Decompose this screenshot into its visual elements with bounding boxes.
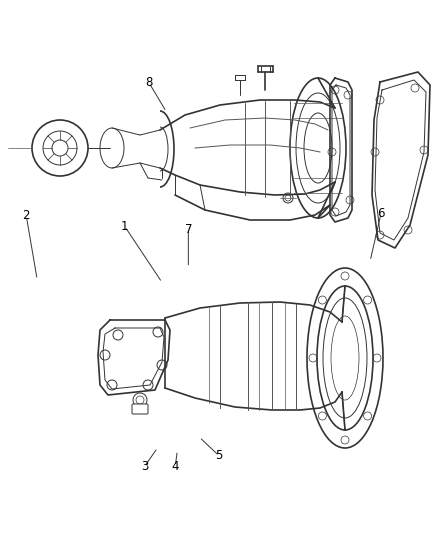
- Text: 7: 7: [184, 223, 192, 236]
- Text: 1: 1: [121, 220, 129, 233]
- Text: 5: 5: [215, 449, 223, 462]
- FancyBboxPatch shape: [132, 404, 148, 414]
- Text: 8: 8: [145, 76, 152, 89]
- Text: 6: 6: [377, 207, 385, 220]
- Text: 2: 2: [22, 209, 30, 222]
- Text: 4: 4: [171, 460, 179, 473]
- Text: 3: 3: [141, 460, 148, 473]
